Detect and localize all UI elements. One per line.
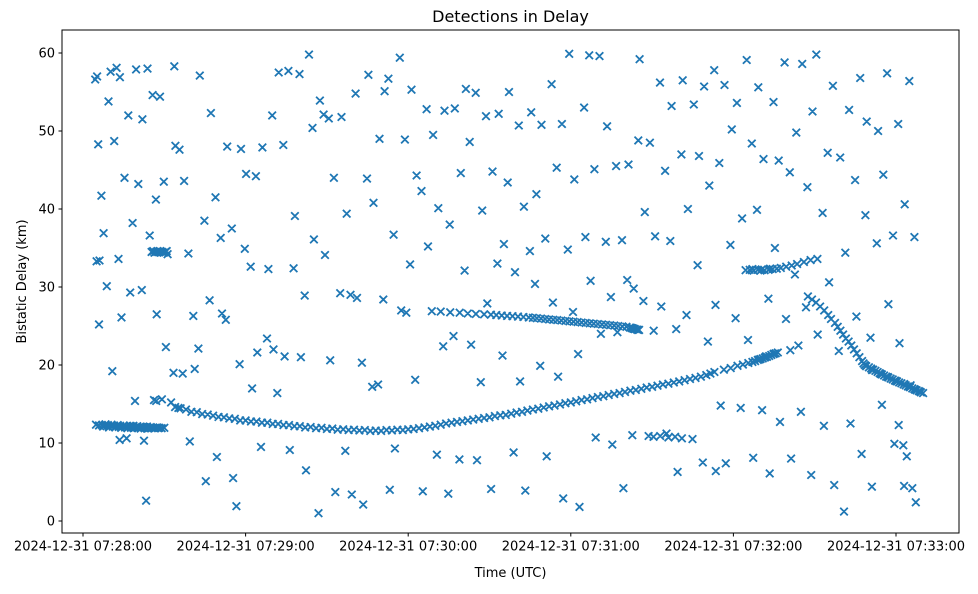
series-cluster-21km: [719, 348, 783, 375]
y-tick-label: 40: [38, 203, 55, 218]
x-tick-label: 2024-12-31 07:32:00: [664, 540, 802, 555]
series-track-26km: [436, 307, 644, 335]
y-tick-label: 10: [38, 436, 55, 451]
y-tick-label: 60: [38, 47, 55, 62]
axes-frame: [61, 29, 960, 534]
y-axis-label: Bistatic Delay (km): [15, 219, 30, 343]
x-tick-label: 2024-12-31 07:30:00: [339, 540, 477, 555]
series-background-detections: [90, 49, 921, 518]
series-track-right-descending: [803, 291, 928, 398]
x-tick-label: 2024-12-31 07:29:00: [177, 540, 315, 555]
y-tick-label: 20: [38, 358, 55, 373]
chart-title: Detections in Delay: [432, 7, 589, 26]
series-main-track: [170, 367, 719, 436]
x-axis-label: Time (UTC): [474, 566, 547, 581]
series-hold-track-12km: [91, 419, 169, 434]
x-tick-label: 2024-12-31 07:31:00: [502, 540, 640, 555]
x-tick-label: 2024-12-31 07:33:00: [827, 540, 965, 555]
y-tick-label: 0: [47, 514, 55, 529]
y-tick-label: 50: [38, 125, 55, 140]
series-track-32km: [741, 254, 822, 276]
y-tick-label: 30: [38, 280, 55, 295]
x-tick-label: 2024-12-31 07:28:00: [14, 540, 152, 555]
